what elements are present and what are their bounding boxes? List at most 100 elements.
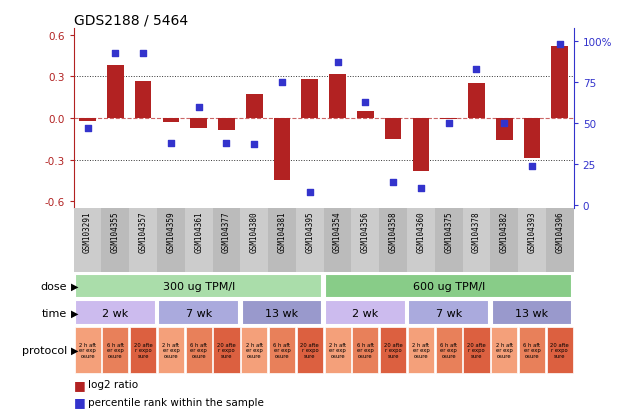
Text: GSM104375: GSM104375 — [444, 211, 453, 253]
Bar — [518, 209, 546, 273]
Bar — [351, 209, 379, 273]
Text: 2 h aft
er exp
osure: 2 h aft er exp osure — [246, 342, 263, 358]
Text: 6 h aft
er exp
osure: 6 h aft er exp osure — [190, 342, 207, 358]
Point — [221, 140, 231, 147]
Text: 20 afte
r expo
sure: 20 afte r expo sure — [384, 342, 403, 358]
Text: ▶: ▶ — [71, 345, 78, 355]
Bar — [491, 327, 517, 373]
Bar — [329, 74, 346, 119]
Text: GSM104393: GSM104393 — [528, 211, 537, 253]
Point — [499, 120, 510, 127]
Text: GSM104358: GSM104358 — [388, 211, 397, 253]
Text: 20 afte
r expo
sure: 20 afte r expo sure — [134, 342, 153, 358]
Text: 6 h aft
er exp
osure: 6 h aft er exp osure — [357, 342, 374, 358]
Text: ▶: ▶ — [71, 308, 78, 318]
Point — [138, 50, 148, 57]
Bar — [490, 209, 518, 273]
Text: 7 wk: 7 wk — [186, 308, 212, 318]
Text: GSM104395: GSM104395 — [305, 211, 314, 253]
Bar — [246, 95, 263, 119]
Text: GSM104354: GSM104354 — [333, 211, 342, 253]
Bar — [413, 119, 429, 171]
Text: 20 afte
r expo
sure: 20 afte r expo sure — [467, 342, 486, 358]
Text: 2 wk: 2 wk — [353, 308, 378, 318]
Text: log2 ratio: log2 ratio — [88, 379, 138, 389]
Text: 2 h aft
er exp
osure: 2 h aft er exp osure — [162, 342, 179, 358]
Bar — [296, 209, 324, 273]
Bar — [213, 327, 240, 373]
Point — [554, 42, 565, 49]
Bar — [75, 274, 322, 298]
Text: 2 h aft
er exp
osure: 2 h aft er exp osure — [412, 342, 429, 358]
Text: GSM104378: GSM104378 — [472, 211, 481, 253]
Text: 13 wk: 13 wk — [265, 308, 299, 318]
Point — [527, 163, 537, 169]
Bar — [186, 327, 212, 373]
Bar — [74, 209, 101, 273]
Text: 300 ug TPM/l: 300 ug TPM/l — [163, 281, 235, 291]
Bar — [435, 209, 463, 273]
Bar — [185, 209, 213, 273]
Text: percentile rank within the sample: percentile rank within the sample — [88, 397, 263, 407]
Text: GSM104381: GSM104381 — [278, 211, 287, 253]
Bar — [297, 327, 323, 373]
Bar — [129, 209, 157, 273]
Text: 2 h aft
er exp
osure: 2 h aft er exp osure — [329, 342, 346, 358]
Bar — [492, 301, 572, 325]
Text: GSM104359: GSM104359 — [167, 211, 176, 253]
Bar — [496, 119, 513, 141]
Bar — [324, 209, 351, 273]
Text: 13 wk: 13 wk — [515, 308, 549, 318]
Text: 6 h aft
er exp
osure: 6 h aft er exp osure — [440, 342, 457, 358]
Text: 600 ug TPM/l: 600 ug TPM/l — [413, 281, 485, 291]
Point — [166, 140, 176, 147]
Bar — [436, 327, 462, 373]
Bar — [325, 301, 406, 325]
Bar — [357, 112, 374, 119]
Bar — [301, 80, 318, 119]
Bar — [242, 301, 322, 325]
Text: time: time — [42, 308, 67, 318]
Point — [110, 50, 121, 57]
Bar — [130, 327, 156, 373]
Text: 20 afte
r expo
sure: 20 afte r expo sure — [551, 342, 569, 358]
Bar — [408, 327, 434, 373]
Bar — [463, 209, 490, 273]
Text: ■: ■ — [74, 395, 85, 408]
Bar — [325, 274, 572, 298]
Text: 20 afte
r expo
sure: 20 afte r expo sure — [217, 342, 236, 358]
Point — [83, 125, 93, 132]
Bar — [380, 327, 406, 373]
Bar — [240, 209, 268, 273]
Bar — [353, 327, 378, 373]
Bar — [379, 209, 407, 273]
Bar — [519, 327, 545, 373]
Text: GSM104355: GSM104355 — [111, 211, 120, 253]
Bar — [274, 119, 290, 181]
Bar — [163, 119, 179, 123]
Point — [194, 104, 204, 111]
Text: GSM104356: GSM104356 — [361, 211, 370, 253]
Text: dose: dose — [41, 281, 67, 291]
Point — [360, 99, 370, 106]
Point — [333, 60, 343, 66]
Bar — [546, 209, 574, 273]
Text: GSM104396: GSM104396 — [555, 211, 564, 253]
Text: 2 wk: 2 wk — [103, 308, 128, 318]
Text: GSM104380: GSM104380 — [250, 211, 259, 253]
Bar — [103, 327, 128, 373]
Text: 6 h aft
er exp
osure: 6 h aft er exp osure — [524, 342, 540, 358]
Point — [471, 66, 481, 73]
Bar — [101, 209, 129, 273]
Text: 20 afte
r expo
sure: 20 afte r expo sure — [301, 342, 319, 358]
Bar — [79, 119, 96, 121]
Text: ▶: ▶ — [71, 281, 78, 291]
Bar — [241, 327, 267, 373]
Text: 2 h aft
er exp
osure: 2 h aft er exp osure — [79, 342, 96, 358]
Text: protocol: protocol — [22, 345, 67, 355]
Bar — [524, 119, 540, 159]
Bar — [157, 209, 185, 273]
Bar — [107, 66, 124, 119]
Point — [249, 142, 260, 148]
Text: 2 h aft
er exp
osure: 2 h aft er exp osure — [495, 342, 513, 358]
